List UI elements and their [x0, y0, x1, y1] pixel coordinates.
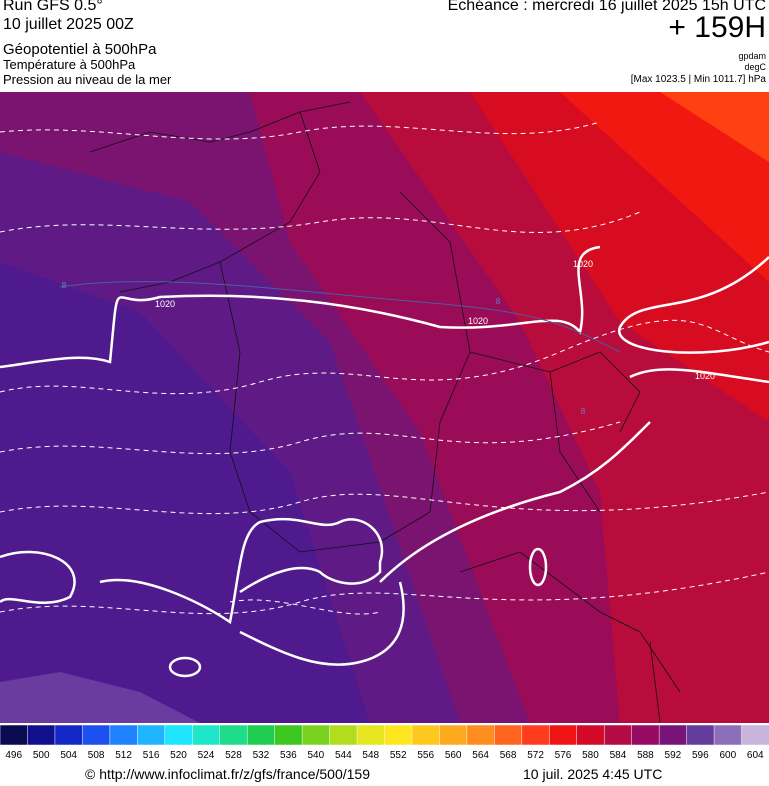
- colorbar-label: 524: [198, 750, 215, 761]
- colorbar-label: 596: [692, 750, 709, 761]
- isotherm-label: 8: [62, 281, 67, 290]
- colorbar-label: 496: [5, 750, 22, 761]
- isotherm-label: 8: [496, 297, 501, 306]
- field-band: [660, 92, 769, 162]
- isobars: [0, 245, 769, 678]
- colorbar-cell: [631, 725, 660, 746]
- isobar-thin: [59, 281, 621, 353]
- field-label: Géopotentiel à 500hPa: [3, 41, 157, 58]
- colorbar-label: 516: [143, 750, 160, 761]
- colorbar-cell: [603, 725, 633, 746]
- isobar-label: 1020: [155, 299, 175, 309]
- isobar-label: 1020: [468, 316, 488, 326]
- colorbar-cell: [164, 725, 194, 746]
- generated-time: 10 juil. 2025 4:45 UTC: [523, 766, 663, 782]
- field-band: [0, 672, 200, 723]
- source-url: © http://www.infoclimat.fr/z/gfs/france/…: [85, 766, 370, 782]
- colorbar-label: 588: [637, 750, 654, 761]
- colorbar-label: 500: [33, 750, 50, 761]
- colorbar-cell: [219, 725, 248, 746]
- map: 1020 1020 1020 1020 8 8 8: [0, 92, 769, 723]
- colorbar-cell: [301, 725, 331, 746]
- colorbar-label: 564: [472, 750, 489, 761]
- colorbar-label: 552: [390, 750, 407, 761]
- colorbar-label: 572: [527, 750, 544, 761]
- forecast-offset: + 159H: [668, 11, 766, 44]
- isobar-label: 1020: [573, 259, 593, 269]
- run-label: Run GFS 0.5°: [3, 0, 103, 14]
- colorbar-label: 600: [719, 750, 736, 761]
- unit: gpdam: [738, 51, 766, 61]
- run-date: 10 juillet 2025 00Z: [3, 16, 134, 33]
- colorbar-cell: [494, 725, 523, 746]
- colorbar-cell: [137, 725, 166, 746]
- colorbar-cell: [658, 725, 688, 746]
- colorbar-cell: [741, 725, 769, 746]
- field-label: Température à 500hPa: [3, 57, 136, 72]
- colorbar-cell: [82, 725, 111, 746]
- pressure-range: [Max 1023.5 | Min 1011.7] hPa: [630, 74, 766, 85]
- isotherms: [0, 121, 769, 615]
- borders: [89, 101, 681, 723]
- colorbar-cell: [576, 725, 605, 746]
- colorbar-cell: [411, 725, 441, 746]
- field-label: Pression au niveau de la mer: [3, 72, 172, 87]
- colorbar-label: 512: [115, 750, 132, 761]
- unit: degC: [744, 62, 766, 72]
- colorbar-cell: [466, 725, 496, 746]
- colorbar-label: 592: [665, 750, 682, 761]
- colorbar-cell: [246, 725, 276, 746]
- colorbar-cell: [192, 725, 221, 746]
- colorbar-label: 548: [362, 750, 379, 761]
- colorbar-cell: [439, 725, 468, 746]
- field-band: [0, 262, 370, 723]
- colorbar-label: 576: [555, 750, 572, 761]
- colorbar-cell: [0, 725, 29, 746]
- colorbar: 496 500 504 508 512 516 520 524 528 532 536 540 544 5…: [0, 725, 769, 761]
- colorbar-label: 536: [280, 750, 297, 761]
- colorbar-label: 580: [582, 750, 599, 761]
- colorbar-cell: [549, 725, 578, 746]
- colorbar-cell: [329, 725, 358, 746]
- colorbar-cell: [109, 725, 139, 746]
- colorbar-label: 508: [88, 750, 105, 761]
- colorbar-label: 568: [500, 750, 517, 761]
- colorbar-cell: [356, 725, 386, 746]
- field-band: [560, 92, 769, 282]
- forecast-time: Echéance : mercredi 16 juillet 2025 15h …: [447, 0, 766, 14]
- colorbar-label: 604: [747, 750, 764, 761]
- isobar-label: 1020: [695, 371, 715, 381]
- colorbar-cell: [54, 725, 84, 746]
- colorbar-label: 520: [170, 750, 187, 761]
- colorbar-cell: [384, 725, 413, 746]
- colorbar-cell: [27, 725, 56, 746]
- colorbar-label: 584: [610, 750, 627, 761]
- colorbar-label: 544: [335, 750, 352, 761]
- colorbar-label: 540: [307, 750, 324, 761]
- colorbar-label: 528: [225, 750, 242, 761]
- colorbar-cell: [274, 725, 303, 746]
- colorbar-label: 504: [60, 750, 77, 761]
- colorbar-label: 556: [417, 750, 434, 761]
- colorbar-cell: [686, 725, 715, 746]
- colorbar-label: 560: [445, 750, 462, 761]
- colorbar-cell: [713, 725, 743, 746]
- colorbar-cell: [521, 725, 551, 746]
- isotherm-label: 8: [581, 407, 586, 416]
- colorbar-label: 532: [253, 750, 270, 761]
